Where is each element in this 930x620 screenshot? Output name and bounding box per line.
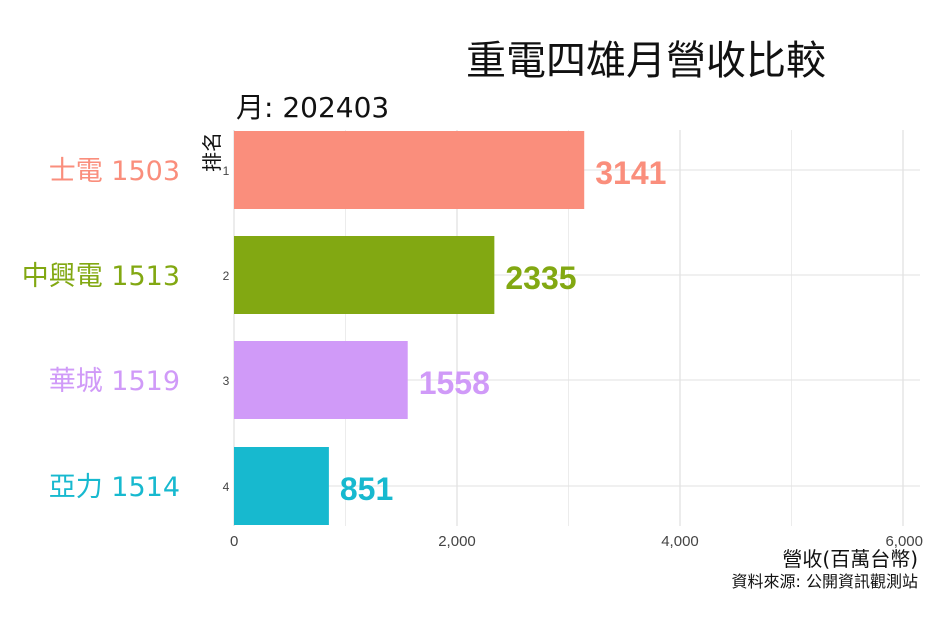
y-axis-title: 排名 <box>200 132 224 172</box>
x-tick-label: 6,000 <box>885 533 923 550</box>
chart-subtitle: 月: 202403 <box>236 91 390 124</box>
bar <box>234 447 329 525</box>
rank-tick-label: 2 <box>223 269 230 283</box>
category-label: 亞力 1514 <box>49 472 180 503</box>
bar <box>234 236 495 314</box>
x-axis-title: 營收(百萬台幣) <box>782 547 918 571</box>
rank-tick-label: 1 <box>223 164 230 178</box>
x-tick-label: 0 <box>230 533 238 550</box>
category-label: 中興電 1513 <box>22 261 180 292</box>
rank-tick-label: 3 <box>223 374 230 388</box>
data-label: 851 <box>340 471 393 507</box>
data-label: 2335 <box>505 260 576 296</box>
chart-title: 重電四雄月營收比較 <box>466 38 826 84</box>
category-label: 士電 1503 <box>49 156 180 187</box>
data-label: 1558 <box>419 365 490 401</box>
category-label: 華城 1519 <box>49 366 180 397</box>
bar <box>234 131 585 209</box>
rank-tick-label: 4 <box>223 480 230 494</box>
x-tick-label: 4,000 <box>661 533 699 550</box>
bar <box>234 341 408 419</box>
x-tick-label: 2,000 <box>438 533 476 550</box>
data-label: 3141 <box>595 155 666 191</box>
source-note: 資料來源: 公開資訊觀測站 <box>731 572 918 591</box>
